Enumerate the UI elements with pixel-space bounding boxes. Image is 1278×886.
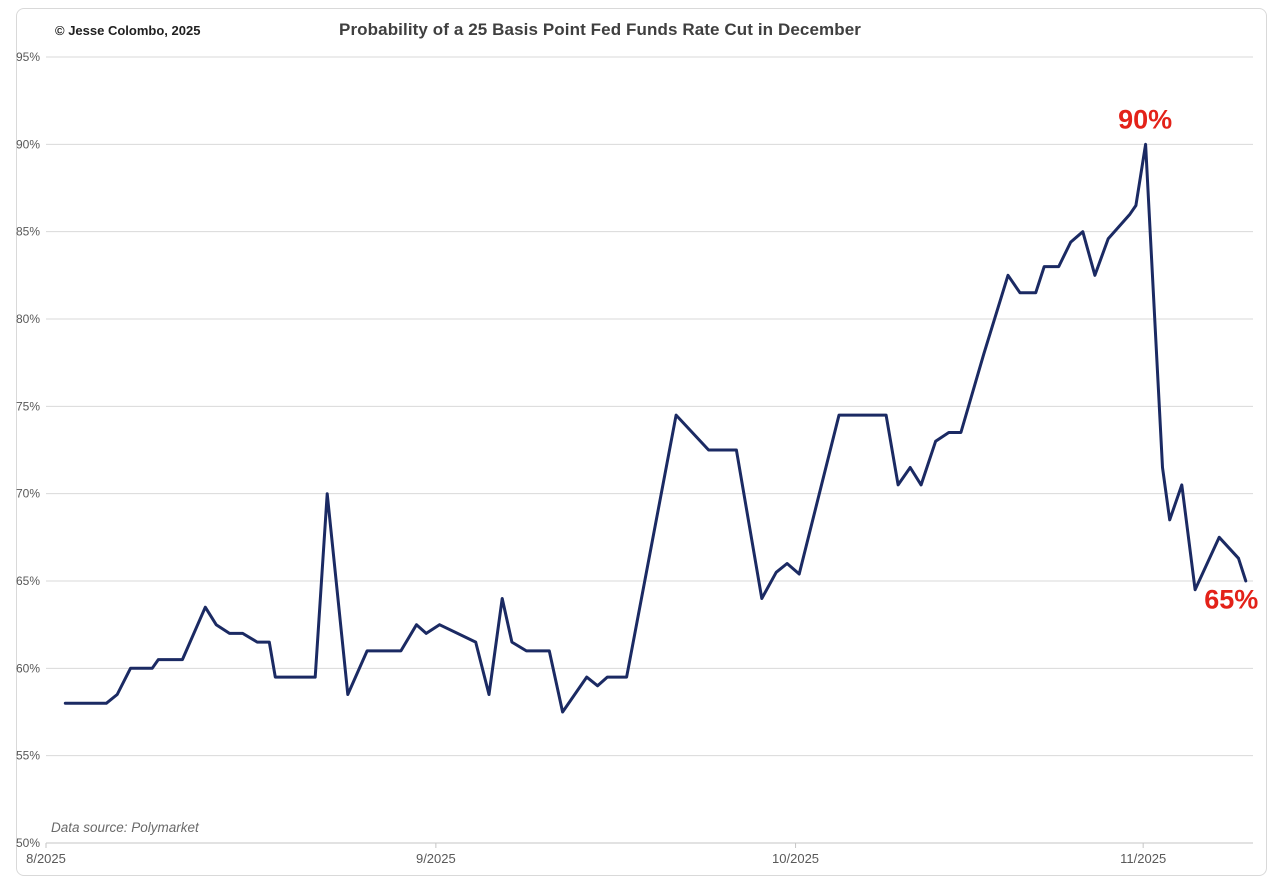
- page-title: Probability of a 25 Basis Point Fed Fund…: [339, 20, 861, 39]
- x-axis-label: 9/2025: [416, 851, 456, 866]
- y-axis-label: 95%: [16, 50, 40, 64]
- y-axis-label: 65%: [16, 574, 40, 588]
- y-axis-label: 55%: [16, 749, 40, 763]
- annotation-65pct: 65%: [1204, 584, 1259, 615]
- y-axis-label: 50%: [16, 836, 40, 850]
- probability-line: [63, 142, 1248, 714]
- x-axis-label: 10/2025: [772, 851, 819, 866]
- y-axis-label: 85%: [16, 225, 40, 239]
- x-axis-label: 8/2025: [26, 851, 66, 866]
- y-axis-label: 60%: [16, 661, 40, 675]
- y-axis-label: 90%: [16, 137, 40, 151]
- data-source-label: Data source: Polymarket: [51, 820, 199, 835]
- y-axis-label: 80%: [16, 312, 40, 326]
- x-axis-label: 11/2025: [1120, 851, 1166, 866]
- annotation-90pct: 90%: [1118, 104, 1173, 135]
- y-axis-label: 70%: [16, 487, 40, 501]
- copyright-label: © Jesse Colombo, 2025: [55, 23, 201, 38]
- y-axis-label: 75%: [16, 399, 40, 413]
